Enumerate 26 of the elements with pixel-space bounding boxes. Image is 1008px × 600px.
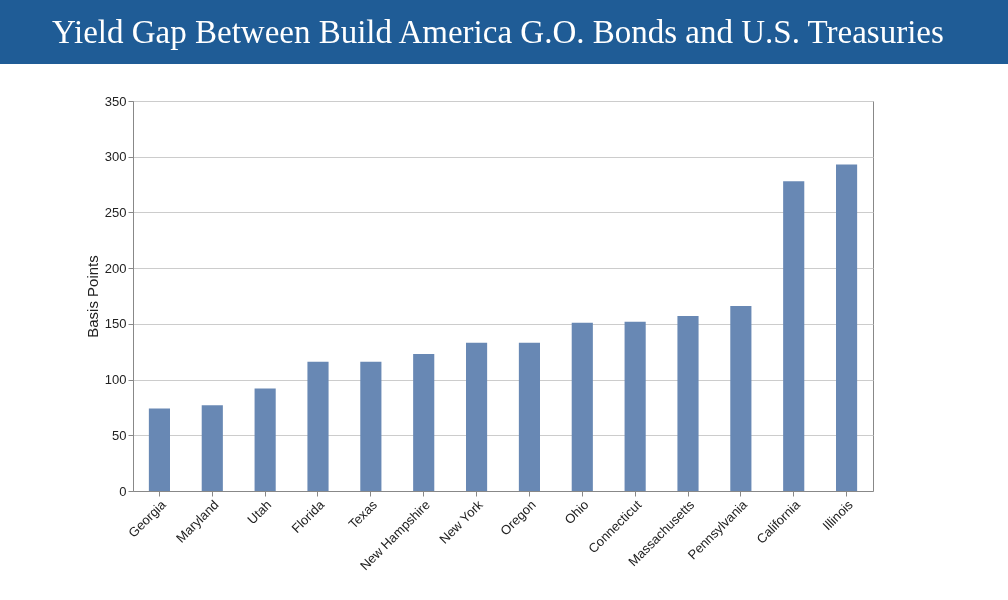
bar xyxy=(836,164,858,491)
y-tick-label: 0 xyxy=(119,483,127,499)
bar xyxy=(783,181,805,491)
bar xyxy=(624,321,646,491)
bar xyxy=(730,306,752,491)
bar xyxy=(677,316,699,491)
x-tick-label: Utah xyxy=(244,497,275,528)
y-axis-title: Basis Points xyxy=(83,255,101,338)
y-tick-label: 50 xyxy=(112,427,127,443)
bar xyxy=(148,408,170,491)
bar xyxy=(518,342,540,491)
y-tick-label: 100 xyxy=(104,372,127,388)
bar xyxy=(201,405,223,491)
y-tick-label: 250 xyxy=(104,204,127,220)
bar xyxy=(571,322,593,491)
y-tick-label: 200 xyxy=(104,260,127,276)
y-tick-label: 300 xyxy=(104,149,127,165)
bar xyxy=(466,342,488,491)
y-tick-label: 350 xyxy=(104,93,127,109)
bar xyxy=(254,388,276,491)
y-tick-label: 150 xyxy=(104,316,127,332)
chart-title: Yield Gap Between Build America G.O. Bonds and U.S. Treasuries xyxy=(0,0,1008,64)
bar xyxy=(360,361,382,491)
bar xyxy=(307,361,329,491)
bar xyxy=(413,353,435,491)
x-tick-label: Ohio xyxy=(561,497,592,528)
